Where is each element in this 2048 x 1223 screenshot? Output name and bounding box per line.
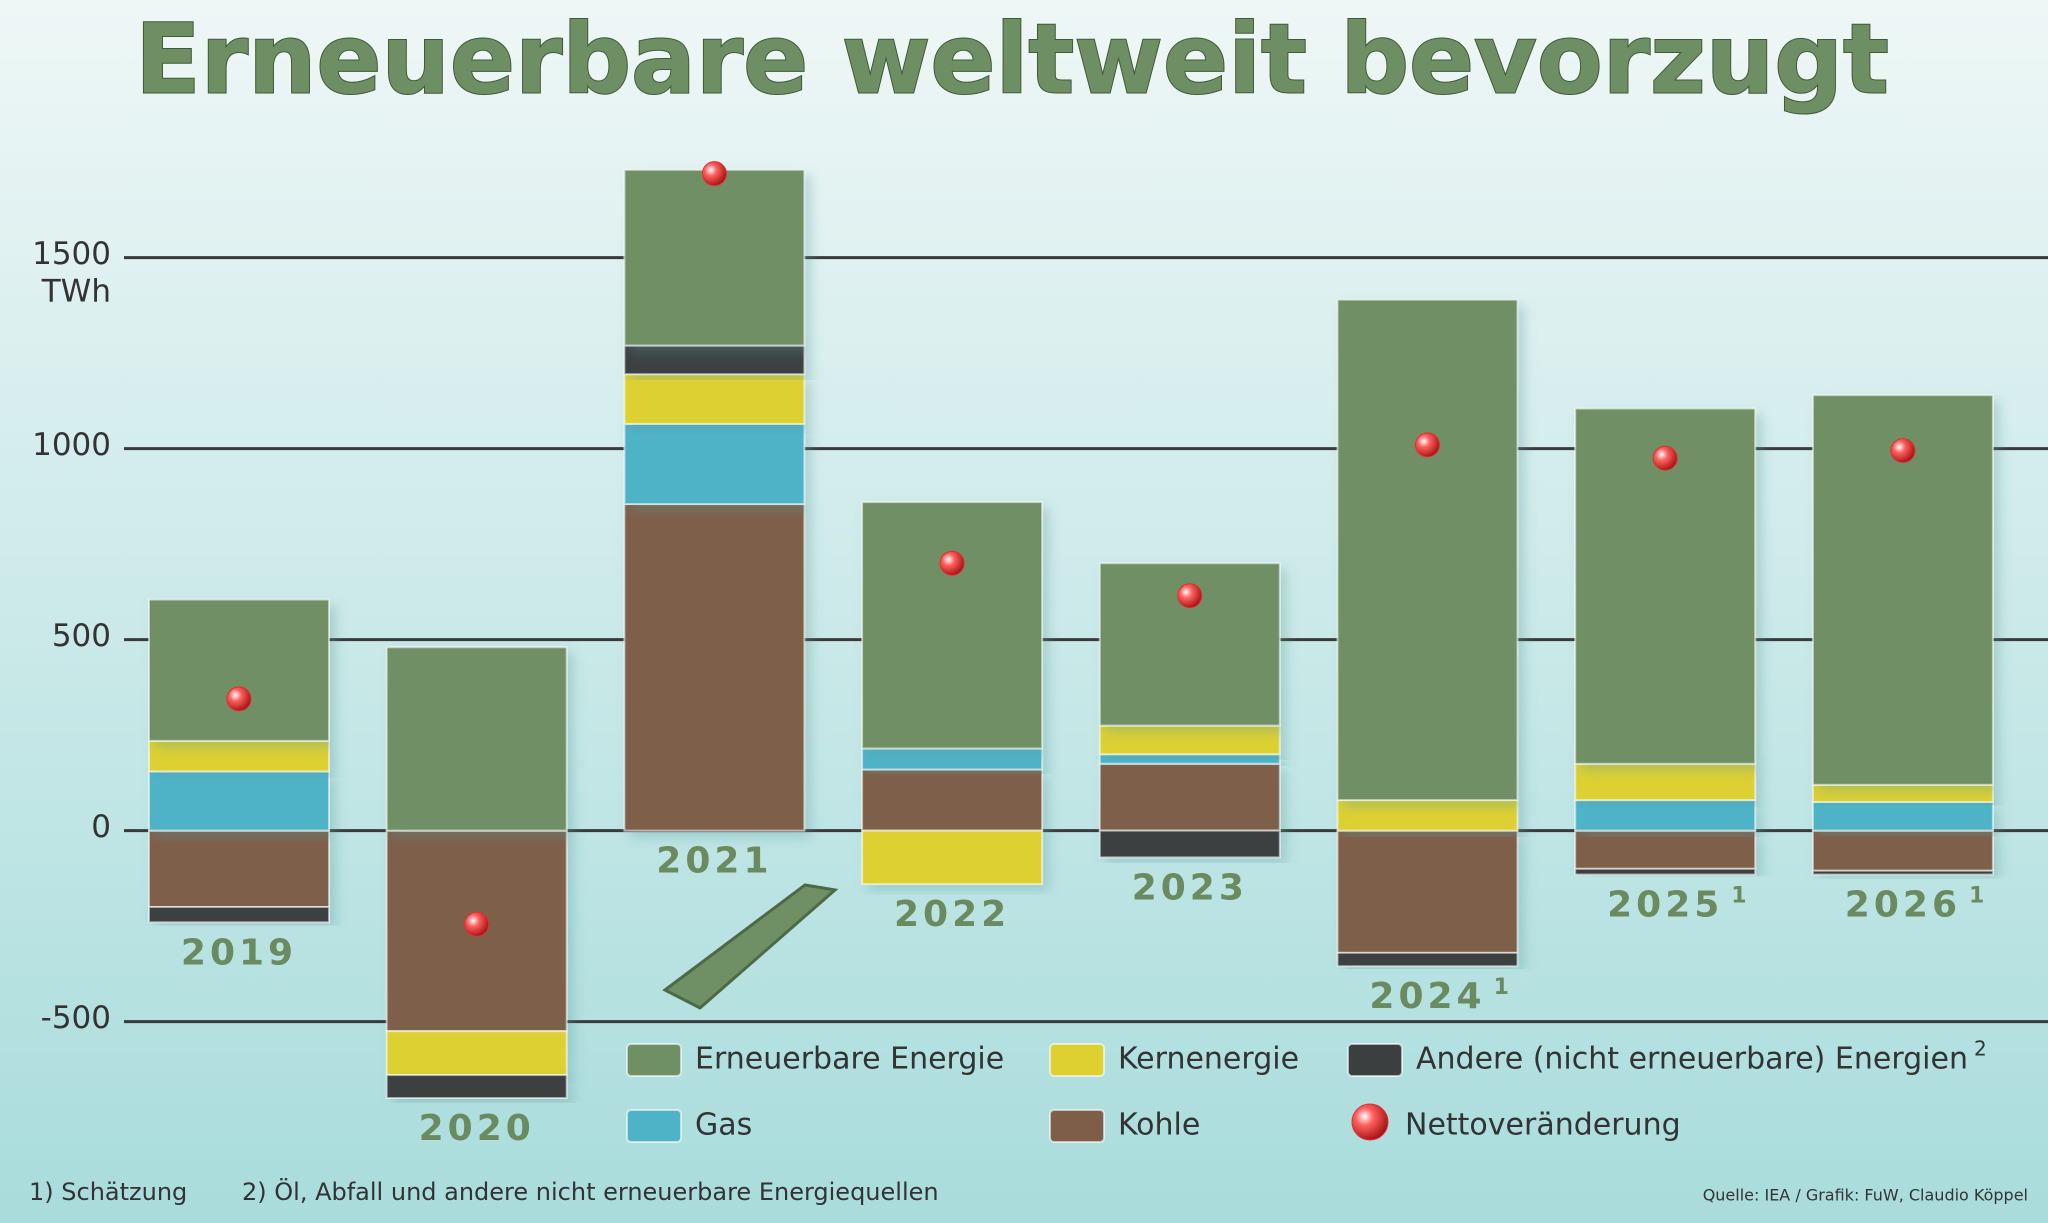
- legend-swatch: [1351, 1103, 1389, 1141]
- y-tick-label: 1000: [32, 427, 111, 463]
- y-tick-label: 500: [52, 618, 111, 654]
- legend-label: Nettoveränderung: [1405, 1108, 1681, 1143]
- net-change-point: [701, 161, 727, 187]
- net-change-point: [1890, 438, 1916, 464]
- net-change-point: [464, 911, 490, 937]
- bar-segment: [623, 503, 806, 832]
- legend-swatch: [1049, 1043, 1105, 1077]
- bar-segment: [148, 906, 330, 924]
- net-change-point: [1415, 432, 1440, 458]
- bar-segment: [861, 829, 1044, 886]
- bar-segment: [1574, 829, 1757, 870]
- bar-segment: [385, 1074, 568, 1100]
- bar-segment: [385, 646, 568, 832]
- bar-segment: [623, 373, 806, 425]
- plot-area: -500 0 500 1000 1500 2019 2020 2021 2022 2023 2024…: [32, 161, 2048, 1149]
- bar-segment: [148, 829, 330, 909]
- legend-label: Andere (nicht erneuerbare) Energien: [1416, 1042, 1968, 1077]
- bar-segment: [623, 168, 806, 347]
- legend-label: Kohle: [1118, 1108, 1200, 1143]
- x-tick-label: 2021: [656, 841, 772, 882]
- bar-segment: [1098, 724, 1281, 756]
- legend-swatch: [626, 1043, 682, 1077]
- bar-segment: [1098, 829, 1281, 859]
- bar-segment: [1811, 800, 1994, 832]
- legend-note: 2: [1974, 1037, 1987, 1061]
- bar-segment: [1574, 867, 1757, 876]
- net-change-point: [939, 550, 965, 576]
- bar-segment: [1336, 298, 1519, 802]
- footnote: 2) Öl, Abfall und andere nicht erneuerba…: [242, 1177, 939, 1206]
- bar-segment: [1336, 829, 1519, 954]
- legend-swatch: [626, 1109, 682, 1143]
- category-note: 1: [1969, 884, 1984, 909]
- bar-segment: [148, 770, 330, 832]
- bar-segment: [1811, 783, 1994, 803]
- source: Quelle: IEA / Grafik: FuW, Claudio Köppe…: [1703, 1186, 2028, 1205]
- legend-label: Gas: [695, 1108, 752, 1143]
- bar-segment: [1811, 869, 1994, 876]
- chart-title: Erneuerbare weltweit bevorzugt: [135, 3, 1889, 115]
- x-tick-label: 2019: [181, 932, 297, 973]
- y-tick-label: -500: [41, 1000, 111, 1036]
- y-tick-label: 0: [91, 809, 111, 845]
- category-note: 1: [1494, 975, 1509, 1000]
- category-note: 1: [1731, 884, 1746, 909]
- legend-label: Kernenergie: [1118, 1042, 1299, 1077]
- solar-panel-illustration: [662, 883, 839, 1010]
- legend-swatch: [1049, 1109, 1105, 1143]
- x-tick-label: 2020: [419, 1108, 535, 1149]
- bar-segment: [1574, 799, 1757, 832]
- bar-segment: [1336, 951, 1519, 968]
- legend-label: Erneuerbare Energie: [695, 1042, 1004, 1077]
- x-tick-label: 2023: [1132, 867, 1248, 908]
- legend-swatch: [1347, 1043, 1403, 1077]
- y-unit: TWh: [41, 274, 111, 310]
- bar-segment: [1098, 762, 1281, 832]
- x-tick-label: 2024: [1369, 976, 1485, 1017]
- bar-segment: [148, 598, 330, 742]
- bar-segment: [148, 739, 330, 773]
- net-change-point: [1177, 583, 1203, 609]
- bar-segment: [1574, 762, 1757, 802]
- net-change-point: [1652, 445, 1678, 471]
- x-tick-label: 2026: [1845, 885, 1961, 926]
- x-tick-label: 2022: [894, 894, 1010, 935]
- bar-segment: [1811, 829, 1994, 872]
- bar-segment: [623, 422, 806, 506]
- bar-segment: [385, 1030, 568, 1077]
- bar-segment: [623, 344, 806, 376]
- x-tick-label: 2025: [1607, 885, 1723, 926]
- bar-segment: [1336, 799, 1519, 832]
- bar-segment: [861, 768, 1044, 832]
- footnote: 1) Schätzung: [29, 1178, 187, 1206]
- bar-segment: [861, 747, 1044, 771]
- bar-segment: [1098, 753, 1281, 765]
- net-change-point: [226, 686, 252, 712]
- bar-segment: [861, 501, 1044, 750]
- y-tick-label: 1500: [32, 236, 111, 272]
